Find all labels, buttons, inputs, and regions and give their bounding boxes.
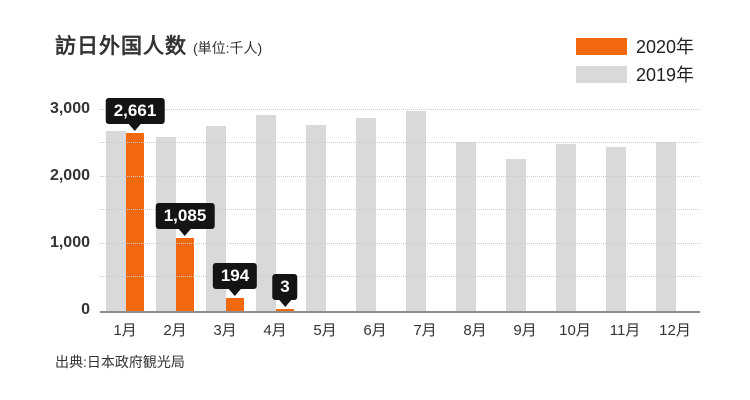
x-axis-label-4月: 4月 bbox=[263, 322, 287, 339]
bar-2020-placeholder-8月 bbox=[476, 310, 494, 311]
x-axis-label-5月: 5月 bbox=[313, 322, 337, 339]
x-axis-label-11月: 11月 bbox=[609, 322, 641, 339]
legend: 2020年 2019年 bbox=[575, 36, 694, 94]
bar-pair-9月 bbox=[506, 159, 544, 311]
bar-chart-plot-area: 2,661 1月 1,085 2月 194 3月 3 4月 5月 6月 7月 8月 9月 10月 11月 12… bbox=[50, 98, 700, 339]
data-label-2020-3月: 194 bbox=[212, 263, 258, 289]
bar-2019-11月 bbox=[606, 147, 626, 311]
bar-2019-6月 bbox=[356, 118, 376, 311]
month-slot-3月: 194 3月 bbox=[200, 112, 258, 339]
legend-item-2020: 2020年 bbox=[575, 36, 694, 57]
bar-pair-7月 bbox=[406, 111, 444, 311]
data-label-2020-1月: 2,661 bbox=[105, 98, 165, 124]
y-axis-tick-0: 0 bbox=[81, 301, 90, 318]
bar-2019-4月 bbox=[256, 115, 276, 311]
x-axis-label-12月: 12月 bbox=[659, 322, 691, 339]
bar-pair-5月 bbox=[306, 125, 344, 311]
legend-label-2019: 2019年 bbox=[635, 64, 694, 85]
month-slot-7月: 7月 bbox=[400, 111, 450, 339]
bar-2020-placeholder-12月 bbox=[676, 310, 694, 311]
x-axis-label-6月: 6月 bbox=[363, 322, 387, 339]
month-slot-6月: 6月 bbox=[350, 112, 400, 339]
x-axis-label-1月: 1月 bbox=[113, 322, 137, 339]
gridline-2500 bbox=[100, 142, 700, 143]
bar-2020-1月 bbox=[126, 133, 144, 311]
bar-2020-placeholder-5月 bbox=[326, 310, 344, 311]
bar-pair-1月 bbox=[106, 131, 144, 311]
bar-2019-5月 bbox=[306, 125, 326, 311]
bar-pair-6月 bbox=[356, 118, 394, 311]
legend-label-2020: 2020年 bbox=[635, 36, 694, 57]
gridline-1000 bbox=[100, 243, 700, 244]
x-axis-label-3月: 3月 bbox=[213, 322, 237, 339]
bar-pair-10月 bbox=[556, 144, 594, 311]
page-title: 訪日外国人数 (単位:千人) bbox=[55, 30, 262, 60]
source-note: 出典:日本政府観光局 bbox=[55, 354, 185, 370]
month-slot-2月: 1,085 2月 bbox=[150, 112, 215, 339]
month-slot-4月: 3 4月 bbox=[250, 112, 300, 339]
month-slot-11月: 11月 bbox=[600, 112, 650, 339]
chart-title: 訪日外国人数 bbox=[55, 35, 187, 58]
bar-2019-10月 bbox=[556, 144, 576, 311]
gridline-1500 bbox=[100, 209, 700, 210]
bar-2020-4月 bbox=[276, 309, 294, 311]
x-axis-label-2月: 2月 bbox=[163, 322, 187, 339]
bar-2019-12月 bbox=[656, 142, 676, 311]
bar-2019-1月 bbox=[106, 131, 126, 311]
month-slot-5月: 5月 bbox=[300, 112, 350, 339]
x-axis-label-10月: 10月 bbox=[559, 322, 591, 339]
gridline-500 bbox=[100, 276, 700, 277]
month-slot-8月: 8月 bbox=[450, 112, 500, 339]
chart-unit-note: (単位:千人) bbox=[193, 40, 263, 56]
data-label-2020-4月: 3 bbox=[272, 274, 298, 300]
legend-swatch-2020-icon bbox=[575, 38, 627, 55]
y-axis-tick-2000: 2,000 bbox=[49, 167, 90, 184]
y-axis-tick-3000: 3,000 bbox=[49, 100, 90, 117]
bar-2020-placeholder-11月 bbox=[626, 310, 644, 311]
bar-pair-11月 bbox=[606, 147, 644, 311]
x-axis-label-7月: 7月 bbox=[413, 322, 437, 339]
bar-2020-2月 bbox=[176, 238, 194, 311]
legend-swatch-2019-icon bbox=[575, 66, 627, 83]
bar-2019-9月 bbox=[506, 159, 526, 311]
bar-2020-placeholder-7月 bbox=[426, 310, 444, 311]
x-axis-label-9月: 9月 bbox=[513, 322, 537, 339]
y-axis-tick-1000: 1,000 bbox=[49, 234, 90, 251]
month-slot-9月: 9月 bbox=[500, 112, 550, 339]
gridline-3000 bbox=[100, 109, 700, 110]
x-axis-label-8月: 8月 bbox=[463, 322, 487, 339]
bar-2020-placeholder-10月 bbox=[576, 310, 594, 311]
bar-pair-12月 bbox=[656, 142, 694, 311]
month-slot-12月: 12月 bbox=[650, 112, 700, 339]
bar-2020-3月 bbox=[226, 298, 244, 311]
bar-2019-7月 bbox=[406, 111, 426, 311]
bar-pair-8月 bbox=[456, 142, 494, 311]
bar-2019-8月 bbox=[456, 142, 476, 311]
month-slot-10月: 10月 bbox=[550, 112, 600, 339]
gridline-2000 bbox=[100, 176, 700, 177]
bar-2020-placeholder-6月 bbox=[376, 310, 394, 311]
legend-item-2019: 2019年 bbox=[575, 64, 694, 85]
bar-2020-placeholder-9月 bbox=[526, 310, 544, 311]
data-label-2020-2月: 1,085 bbox=[155, 203, 215, 229]
bar-pair-4月 bbox=[256, 115, 294, 311]
